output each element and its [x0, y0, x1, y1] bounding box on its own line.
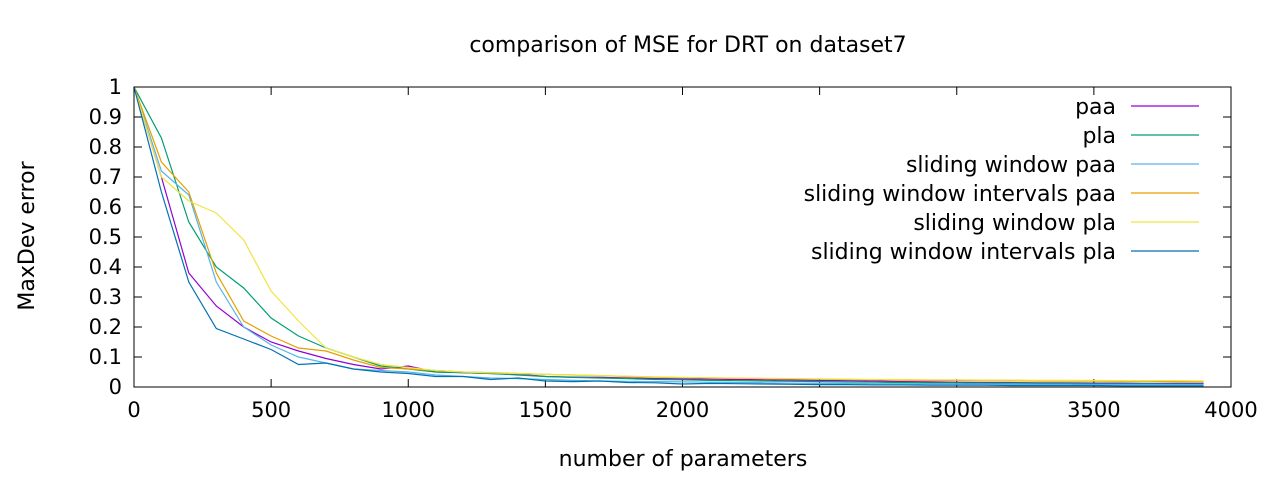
x-tick-label: 2500 — [793, 398, 846, 422]
x-tick-label: 0 — [127, 398, 140, 422]
series-line-4 — [133, 86, 1204, 382]
legend-label: paa — [1075, 95, 1116, 120]
y-tick-label: 0.7 — [89, 165, 122, 189]
plot-lines — [133, 86, 1204, 387]
series-line-2 — [133, 86, 1204, 386]
y-tick-label: 0.9 — [89, 105, 122, 129]
plot-frame — [133, 86, 1232, 388]
x-tick-label: 1000 — [382, 398, 435, 422]
legend-label: pla — [1082, 124, 1116, 149]
series-line-5 — [133, 86, 1204, 387]
x-axis-label: number of parameters — [559, 447, 808, 472]
legend-label: sliding window paa — [906, 153, 1116, 178]
x-tick-label: 2000 — [656, 398, 709, 422]
x-tick-label: 3500 — [1067, 398, 1120, 422]
x-tick-label: 500 — [251, 398, 291, 422]
y-tick-label: 0.1 — [89, 345, 122, 369]
x-tick-label: 4000 — [1204, 398, 1257, 422]
y-axis-label: MaxDev error — [15, 160, 40, 310]
chart-title: comparison of MSE for DRT on dataset7 — [469, 33, 906, 58]
legend-label: sliding window intervals pla — [811, 240, 1116, 265]
y-tick-label: 0.6 — [89, 195, 122, 219]
y-tick-label: 0.5 — [89, 225, 122, 249]
axis-ticks: 0 500 1000 1500 2000 2500 3000 3500 4000 0 0.1 0.2 0… — [89, 75, 1258, 422]
y-tick-label: 0 — [109, 375, 122, 399]
y-tick-label: 0.8 — [89, 135, 122, 159]
y-tick-label: 0.2 — [89, 315, 122, 339]
y-tick-label: 0.3 — [89, 285, 122, 309]
legend-label: sliding window intervals paa — [804, 182, 1116, 207]
series-line-1 — [133, 86, 1204, 385]
x-tick-label: 1500 — [519, 398, 572, 422]
legend-label: sliding window pla — [913, 211, 1116, 236]
y-tick-label: 1 — [109, 75, 122, 99]
y-tick-label: 0.4 — [89, 255, 122, 279]
legend: paa pla sliding window paa sliding window i… — [804, 95, 1199, 265]
x-tick-label: 3000 — [930, 398, 983, 422]
